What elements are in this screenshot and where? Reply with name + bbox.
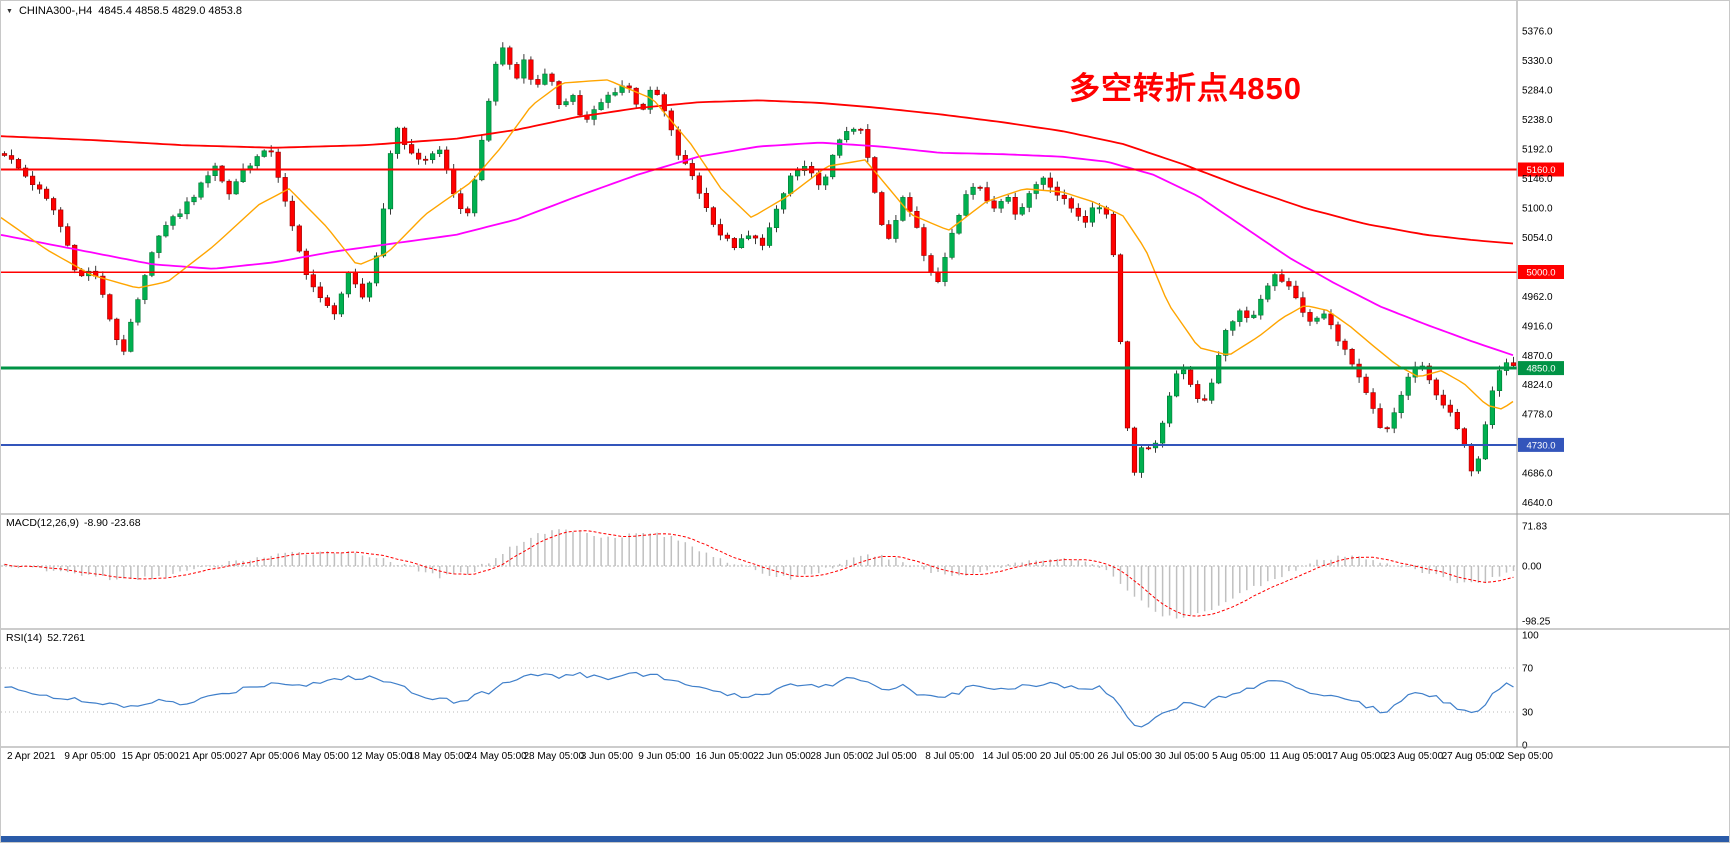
time-tick-label: 3 Jun 05:00 [581, 751, 634, 762]
rsi-tick-label: 100 [1522, 631, 1539, 642]
price-tick-label: 4962.0 [1522, 292, 1553, 303]
rsi-indicator-label: RSI(14) 52.7261 [6, 632, 85, 644]
rsi-tick-label: 70 [1522, 664, 1534, 675]
price-tick-label: 4686.0 [1522, 469, 1553, 480]
price-tick-label: 5376.0 [1522, 27, 1553, 38]
price-tick-label: 5238.0 [1522, 115, 1553, 126]
time-tick-label: 21 Apr 05:00 [179, 751, 236, 762]
time-tick-label: 12 May 05:00 [351, 751, 412, 762]
time-tick-label: 16 Jun 05:00 [696, 751, 754, 762]
chart-header: ▼ CHINA300-,H4 4845.4 4858.5 4829.0 4853… [6, 5, 242, 17]
time-tick-label: 22 Jun 05:00 [753, 751, 811, 762]
time-tick-label: 30 Jul 05:00 [1155, 751, 1210, 762]
price-level-tag-label: 4730.0 [1526, 440, 1555, 451]
price-level-tag-label: 5000.0 [1526, 268, 1555, 279]
ohlc-values: 4845.4 4858.5 4829.0 4853.8 [98, 5, 243, 17]
price-tick-label: 4824.0 [1522, 380, 1553, 391]
macd-values: -8.90 -23.68 [83, 517, 141, 529]
price-tick-label: 4640.0 [1522, 498, 1553, 509]
time-tick-label: 15 Apr 05:00 [122, 751, 179, 762]
time-tick-label: 5 Aug 05:00 [1212, 751, 1266, 762]
price-tick-label: 4778.0 [1522, 410, 1553, 421]
time-tick-label: 28 May 05:00 [524, 751, 585, 762]
macd-panel-canvas[interactable] [1, 529, 1517, 619]
time-tick-label: 2 Sep 05:00 [1499, 751, 1553, 762]
time-tick-label: 26 Jul 05:00 [1097, 751, 1152, 762]
macd-tick-label: 0.00 [1522, 562, 1542, 573]
ma-fast-line [1, 79, 1514, 410]
time-tick-label: 2 Apr 2021 [7, 751, 56, 762]
time-tick-label: 28 Jun 05:00 [810, 751, 868, 762]
time-tick-label: 6 May 05:00 [294, 751, 349, 762]
price-level-tag-label: 4850.0 [1526, 364, 1555, 375]
price-level-tag [1518, 265, 1564, 279]
price-level-tag [1518, 361, 1564, 376]
price-tick-label: 5284.0 [1522, 86, 1553, 97]
macd-tick-label: 71.83 [1522, 521, 1547, 532]
rsi-panel-canvas[interactable] [1, 667, 1517, 728]
rsi-name: RSI(14) [6, 632, 43, 644]
price-tick-label: 5192.0 [1522, 145, 1553, 156]
price-tick-label: 5054.0 [1522, 233, 1553, 244]
price-level-tag [1518, 162, 1564, 177]
macd-indicator-label: MACD(12,26,9) -8.90 -23.68 [6, 517, 141, 529]
rsi-values: 52.7261 [47, 632, 86, 644]
rsi-tick-label: 0 [1522, 741, 1528, 752]
symbol-timeframe-label: CHINA300-,H4 [18, 5, 93, 17]
time-tick-label: 9 Apr 05:00 [64, 751, 116, 762]
taskbar-strip[interactable] [1, 836, 1729, 842]
price-tick-label: 4870.0 [1522, 351, 1553, 362]
rsi-line [4, 671, 1514, 728]
time-tick-label: 11 Aug 05:00 [1270, 751, 1329, 762]
macd-signal-line [4, 530, 1514, 617]
time-tick-label: 27 Apr 05:00 [237, 751, 294, 762]
price-tick-label: 5100.0 [1522, 204, 1553, 215]
price-tick-label: 5146.0 [1522, 174, 1553, 185]
time-tick-label: 20 Jul 05:00 [1040, 751, 1095, 762]
time-tick-label: 24 May 05:00 [466, 751, 527, 762]
price-tick-label: 5330.0 [1522, 56, 1553, 67]
time-tick-label: 8 Jul 05:00 [925, 751, 974, 762]
ma-mid-line [1, 141, 1514, 357]
macd-tick-label: -98.25 [1522, 617, 1551, 628]
time-tick-label: 23 Aug 05:00 [1384, 751, 1443, 762]
rsi-tick-label: 30 [1522, 708, 1534, 719]
time-tick-label: 18 May 05:00 [409, 751, 470, 762]
candlestick-series[interactable] [1, 42, 1517, 478]
chevron-down-icon[interactable]: ▼ [6, 7, 13, 15]
time-tick-label: 27 Aug 05:00 [1442, 751, 1501, 762]
price-level-tag [1518, 437, 1564, 452]
time-tick-label: 17 Aug 05:00 [1327, 751, 1386, 762]
time-tick-label: 2 Jul 05:00 [868, 751, 917, 762]
price-tick-label: 4916.0 [1522, 321, 1553, 332]
price-level-tag-label: 5160.0 [1526, 165, 1555, 176]
chart-annotation-text: 多空转折点4850 [1069, 71, 1302, 106]
ma-slow-line [1, 99, 1514, 245]
time-tick-label: 9 Jun 05:00 [638, 751, 691, 762]
macd-name: MACD(12,26,9) [6, 517, 79, 529]
time-tick-label: 14 Jul 05:00 [983, 751, 1038, 762]
